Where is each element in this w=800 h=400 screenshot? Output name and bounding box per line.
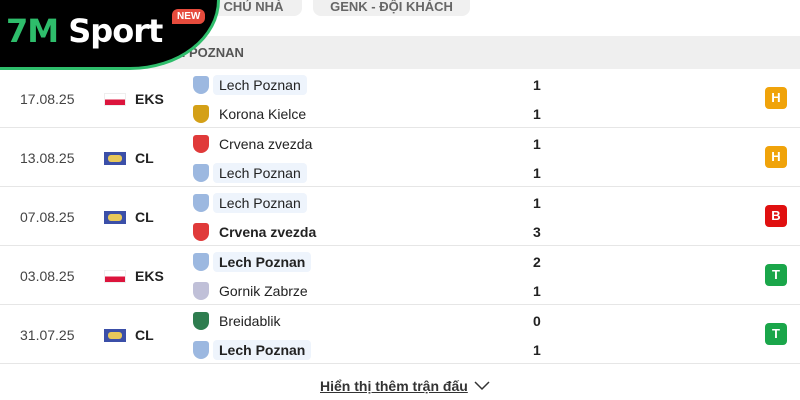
result-badge: T <box>765 323 787 345</box>
match-row[interactable]: 07.08.25 CL Lech Poznan 1 Crvena zvezda … <box>0 187 800 246</box>
team-name: Lech Poznan <box>213 252 312 272</box>
match-row[interactable]: 31.07.25 CL Breidablik 0 Lech Poznan 1 T <box>0 305 800 364</box>
league-name[interactable]: CL <box>135 209 154 225</box>
team-away[interactable]: Lech Poznan <box>193 162 307 184</box>
league-name[interactable]: CL <box>135 327 154 343</box>
team-away[interactable]: Korona Kielce <box>193 103 312 125</box>
home-score: 2 <box>533 254 541 270</box>
logo-sport: Sport <box>68 12 163 50</box>
team-home[interactable]: Lech Poznan <box>193 192 307 214</box>
logo-7m: 7M <box>6 12 59 50</box>
away-score: 3 <box>533 224 541 240</box>
team-home[interactable]: Lech Poznan <box>193 74 307 96</box>
team-name: Lech Poznan <box>213 340 312 360</box>
home-score: 0 <box>533 313 541 329</box>
team-crest-icon <box>193 194 209 212</box>
team-crest-icon <box>193 105 209 123</box>
team-name: Crvena zvezda <box>219 136 313 152</box>
result-badge: B <box>765 205 787 227</box>
poland-flag-icon <box>104 93 126 106</box>
match-date: 03.08.25 <box>20 268 75 284</box>
team-away[interactable]: Crvena zvezda <box>193 221 322 243</box>
champions-league-flag-icon <box>104 329 126 342</box>
home-score: 1 <box>533 77 541 93</box>
team-crest-icon <box>193 135 209 153</box>
team-crest-icon <box>193 76 209 94</box>
chevron-down-icon <box>474 381 490 391</box>
tab-home[interactable]: CHỦ NHÀ <box>205 0 302 16</box>
team-name: Breidablik <box>219 313 281 329</box>
team-name: Korona Kielce <box>219 106 307 122</box>
result-badge: H <box>765 146 787 168</box>
league-name[interactable]: CL <box>135 150 154 166</box>
team-crest-icon <box>193 341 209 359</box>
away-score: 1 <box>533 342 541 358</box>
home-score: 1 <box>533 195 541 211</box>
team-crest-icon <box>193 282 209 300</box>
match-date: 17.08.25 <box>20 91 75 107</box>
match-date: 07.08.25 <box>20 209 75 225</box>
result-badge: T <box>765 264 787 286</box>
logo[interactable]: 7M Sport <box>6 12 163 50</box>
team-crest-icon <box>193 312 209 330</box>
match-date: 13.08.25 <box>20 150 75 166</box>
team-home[interactable]: Lech Poznan <box>193 251 312 273</box>
champions-league-flag-icon <box>104 211 126 224</box>
champions-league-flag-icon <box>104 152 126 165</box>
away-score: 1 <box>533 106 541 122</box>
result-badge: H <box>765 87 787 109</box>
team-home[interactable]: Crvena zvezda <box>193 133 318 155</box>
match-row[interactable]: 03.08.25 EKS Lech Poznan 2 Gornik Zabrze… <box>0 246 800 305</box>
team-name: Crvena zvezda <box>219 224 317 240</box>
team-crest-icon <box>193 223 209 241</box>
team-home[interactable]: Breidablik <box>193 310 286 332</box>
team-away[interactable]: Lech Poznan <box>193 339 312 361</box>
home-score: 1 <box>533 136 541 152</box>
tab-away[interactable]: GENK - ĐỘI KHÁCH <box>313 0 470 16</box>
team-away[interactable]: Gornik Zabrze <box>193 280 314 302</box>
league-name[interactable]: EKS <box>135 268 164 284</box>
show-more-link[interactable]: Hiển thị thêm trận đấu <box>320 378 490 394</box>
match-row[interactable]: 17.08.25 EKS Lech Poznan 1 Korona Kielce… <box>0 69 800 128</box>
team-name: Lech Poznan <box>213 193 307 213</box>
poland-flag-icon <box>104 270 126 283</box>
team-name: Lech Poznan <box>213 163 307 183</box>
show-more-label: Hiển thị thêm trận đấu <box>320 378 468 394</box>
league-name[interactable]: EKS <box>135 91 164 107</box>
team-name: Gornik Zabrze <box>219 283 308 299</box>
team-crest-icon <box>193 253 209 271</box>
new-badge: NEW <box>172 9 206 24</box>
match-row[interactable]: 13.08.25 CL Crvena zvezda 1 Lech Poznan … <box>0 128 800 187</box>
team-crest-icon <box>193 164 209 182</box>
match-date: 31.07.25 <box>20 327 75 343</box>
team-name: Lech Poznan <box>213 75 307 95</box>
away-score: 1 <box>533 165 541 181</box>
away-score: 1 <box>533 283 541 299</box>
